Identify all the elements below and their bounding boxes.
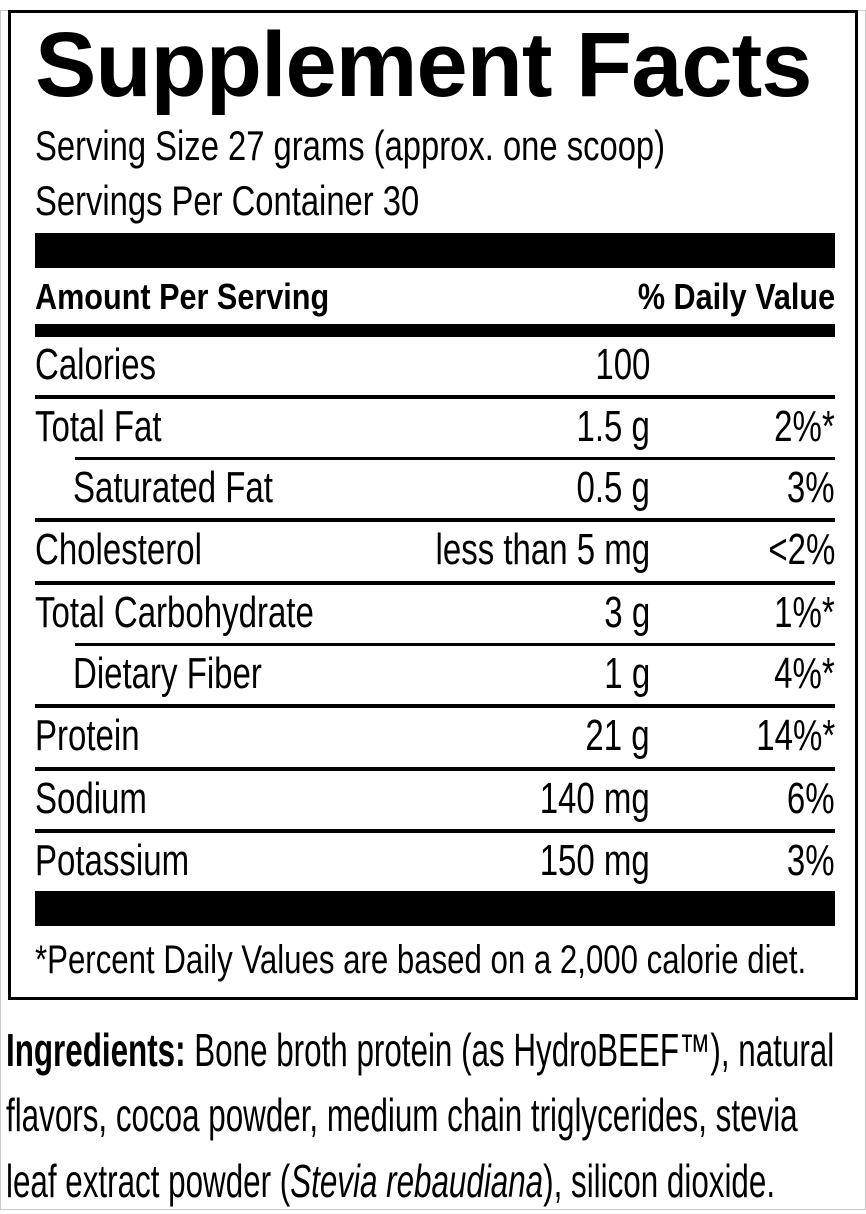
nutrient-daily-value: 3% xyxy=(787,463,835,513)
nutrient-name: Total Carbohydrate xyxy=(35,587,314,637)
nutrient-row: Total Carbohydrate 3 g 1%* xyxy=(35,585,835,643)
nutrient-name: Total Fat xyxy=(35,401,162,451)
nutrient-row: Saturated Fat 0.5 g 3% xyxy=(35,460,835,518)
nutrient-name: Dietary Fiber xyxy=(73,649,262,699)
nutrient-amount: less than 5 mg xyxy=(435,525,650,575)
daily-value-header: % Daily Value xyxy=(637,275,835,317)
ingredients-label: Ingredients: xyxy=(6,1024,186,1076)
servings-per-container-line: Servings Per Container 30 xyxy=(35,173,835,228)
thin-divider-header xyxy=(35,323,835,337)
nutrient-daily-value: 1%* xyxy=(774,587,835,637)
table-header-row: Amount Per Serving % Daily Value xyxy=(35,268,835,324)
ingredients-text-before-italic: Bone broth protein (as HydroBEEF™), natu… xyxy=(6,1024,835,1207)
nutrient-row: Protein 21 g 14%* xyxy=(35,708,835,766)
nutrient-name: Saturated Fat xyxy=(73,463,273,513)
nutrient-name: Calories xyxy=(35,339,157,389)
row-divider xyxy=(75,457,835,461)
nutrient-row: Dietary Fiber 1 g 4%* xyxy=(35,646,835,704)
serving-size-text: Serving Size 27 grams (approx. one scoop… xyxy=(35,121,666,169)
nutrient-daily-value: 6% xyxy=(787,773,835,823)
supplement-facts-panel: Supplement Facts Serving Size 27 grams (… xyxy=(8,10,858,1000)
nutrient-row: Total Fat 1.5 g 2%* xyxy=(35,399,835,457)
nutrient-amount: 3 g xyxy=(604,587,650,637)
nutrient-row: Cholesterol less than 5 mg <2% xyxy=(35,522,835,580)
ingredients-botanical-name: Stevia rebaudiana xyxy=(290,1154,544,1207)
row-divider xyxy=(35,829,835,833)
row-divider xyxy=(35,580,835,585)
nutrient-daily-value: 4%* xyxy=(774,649,835,699)
daily-value-footnote: *Percent Daily Values are based on a 2,0… xyxy=(35,938,807,983)
nutrient-daily-value: 2%* xyxy=(774,401,835,451)
nutrient-daily-value: 3% xyxy=(787,836,835,885)
ingredients-paragraph: Ingredients: Bone broth protein (as Hydr… xyxy=(6,1018,852,1214)
panel-title: Supplement Facts xyxy=(35,14,812,116)
nutrient-amount: 100 xyxy=(594,339,650,389)
row-divider xyxy=(35,394,835,399)
nutrient-amount: 0.5 g xyxy=(576,463,650,513)
servings-per-container-text: Servings Per Container 30 xyxy=(35,177,420,225)
row-divider xyxy=(75,643,835,647)
thick-divider-bottom xyxy=(35,891,835,927)
nutrient-amount: 140 mg xyxy=(539,773,650,823)
nutrient-amount: 1 g xyxy=(604,649,650,699)
nutrient-name: Sodium xyxy=(35,773,147,823)
nutrient-name: Potassium xyxy=(35,836,190,885)
ingredients-text-after-italic: ), silicon dioxide. xyxy=(543,1154,776,1207)
row-divider xyxy=(35,518,835,523)
nutrient-table: Calories 100 Total Fat 1.5 g 2%* Saturat… xyxy=(35,337,835,892)
nutrient-amount: 1.5 g xyxy=(576,401,650,451)
serving-size-line: Serving Size 27 grams (approx. one scoop… xyxy=(35,118,835,173)
amount-per-serving-header: Amount Per Serving xyxy=(35,275,330,317)
nutrient-row: Sodium 140 mg 6% xyxy=(35,771,835,829)
nutrient-amount: 21 g xyxy=(585,711,650,761)
nutrient-name: Protein xyxy=(35,711,140,761)
nutrient-amount: 150 mg xyxy=(539,836,650,885)
nutrient-name: Cholesterol xyxy=(35,525,202,575)
supplement-label-image: { "panel": { "title": "Supplement Facts"… xyxy=(0,10,866,1210)
row-divider xyxy=(35,766,835,771)
nutrient-row: Potassium 150 mg 3% xyxy=(35,833,835,891)
thick-divider-top xyxy=(35,232,835,268)
nutrient-daily-value: <2% xyxy=(768,525,835,575)
nutrient-row: Calories 100 xyxy=(35,337,835,395)
nutrient-daily-value: 14%* xyxy=(756,711,835,761)
nutrient-daily-value xyxy=(650,342,835,387)
row-divider xyxy=(35,704,835,709)
